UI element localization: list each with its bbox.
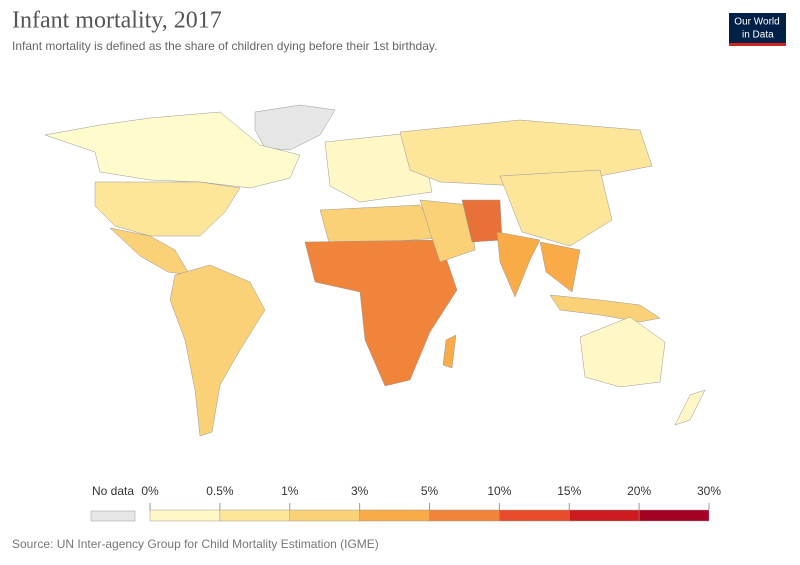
- north-africa: [319, 204, 441, 247]
- legend-bin: [289, 509, 360, 522]
- no-data-label: No data: [92, 484, 134, 498]
- legend-bin: [638, 509, 710, 522]
- legend-label: 1%: [281, 484, 299, 498]
- legend-label: 0.5%: [206, 484, 234, 498]
- legend-label: 0%: [141, 484, 159, 498]
- greenland: [254, 104, 336, 151]
- legend-label: 3%: [351, 484, 369, 498]
- new-zealand: [674, 389, 706, 426]
- logo-text: Our World: [734, 17, 779, 28]
- legend-bin: [429, 509, 500, 522]
- logo[interactable]: Our World in Data: [729, 13, 786, 46]
- middle-east: [419, 199, 476, 263]
- logo-bar: [729, 43, 786, 46]
- india: [496, 231, 541, 298]
- subtitle: Infant mortality is defined as the share…: [12, 39, 437, 53]
- indonesia: [549, 294, 661, 323]
- south-america: [169, 264, 266, 437]
- legend-label: 15%: [557, 484, 581, 498]
- sub-saharan-africa: [304, 239, 458, 387]
- legend: No data 0% 0.5% 1% 3% 5% 10% 15% 20% 30%: [90, 484, 721, 522]
- no-data-swatch: [90, 510, 136, 522]
- legend-bin: [219, 509, 290, 522]
- legend-label: 20%: [627, 484, 651, 498]
- legend-bin: [149, 509, 221, 522]
- china: [499, 169, 613, 247]
- title: Infant mortality, 2017: [12, 8, 222, 34]
- madagascar: [442, 334, 457, 369]
- legend-bin: [359, 509, 430, 522]
- source: Source: UN Inter-agency Group for Child …: [12, 537, 379, 551]
- world-map: [44, 104, 706, 437]
- australia: [579, 316, 666, 388]
- canada: [44, 111, 301, 189]
- legend-bin: [569, 509, 640, 522]
- logo-box: [729, 13, 786, 43]
- legend-label: 30%: [697, 484, 721, 498]
- legend-bin: [499, 509, 570, 522]
- southeast-asia: [539, 241, 581, 293]
- usa: [94, 181, 241, 237]
- logo-text: in Data: [742, 30, 774, 41]
- legend-label: 5%: [421, 484, 439, 498]
- legend-label: 10%: [487, 484, 511, 498]
